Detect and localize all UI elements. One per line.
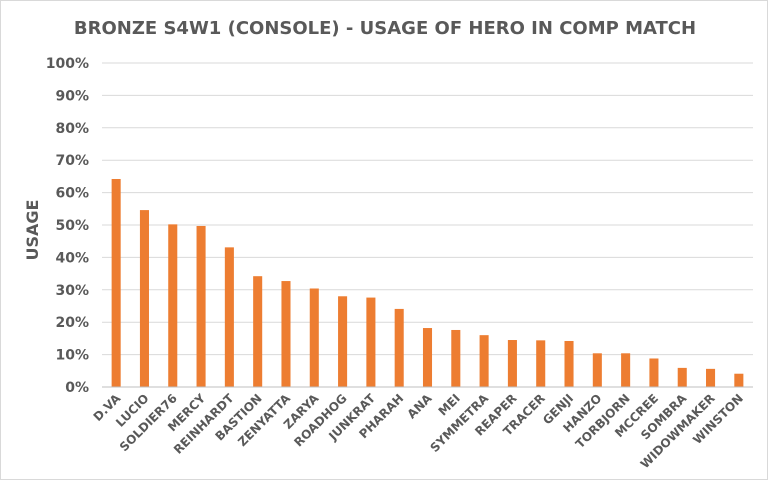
bar-zarya (309, 288, 319, 387)
bar-bastion (253, 276, 263, 387)
bar-zenyatta (281, 281, 291, 387)
y-tick-label: 70% (55, 153, 89, 169)
bar-dva (111, 178, 121, 387)
y-axis-label: USAGE (23, 200, 42, 261)
y-tick-label: 80% (55, 121, 89, 137)
x-category-label: ANA (404, 391, 435, 422)
bar-winston (734, 373, 744, 387)
chart-title: BRONZE S4W1 (CONSOLE) - USAGE OF HERO IN… (74, 18, 696, 39)
bar-hanzo (592, 353, 602, 387)
bar-torbjorn (621, 353, 631, 387)
y-tick-label: 60% (55, 186, 89, 202)
y-tick-label: 50% (55, 218, 89, 234)
x-axis-category-labels: D.VALUCIOSOLDIER76MERCYREINHARDTBASTIONZ… (91, 391, 746, 472)
bar-symmetra (479, 335, 489, 387)
bar-mccree (649, 358, 659, 387)
y-axis-ticks: 0% 10% 20% 30% 40% 50% 60% 70% 80% 90% 100% (46, 56, 89, 396)
bar-genji (564, 340, 574, 387)
bars (111, 178, 744, 387)
bar-roadhog (338, 296, 348, 387)
y-tick-label: 10% (55, 348, 89, 364)
bar-mei (451, 329, 461, 387)
bar-lucio (139, 210, 149, 387)
y-tick-label: 30% (55, 283, 89, 299)
bar-ana (422, 328, 433, 387)
y-tick-label: 40% (55, 250, 89, 266)
bar-soldier76 (168, 224, 178, 387)
y-tick-label: 90% (55, 88, 89, 104)
y-tick-label: 100% (46, 56, 89, 72)
bar-reinhardt (224, 247, 234, 387)
bar-reaper (507, 340, 517, 387)
bar-tracer (536, 340, 546, 387)
bar-widowmaker (706, 368, 716, 387)
bar-junkrat (366, 297, 376, 387)
bar-pharah (394, 308, 404, 387)
bar-mercy (196, 225, 206, 387)
bar-sombra (677, 367, 687, 387)
gridlines (102, 62, 753, 356)
y-tick-label: 0% (65, 380, 89, 396)
y-tick-label: 20% (55, 315, 89, 331)
